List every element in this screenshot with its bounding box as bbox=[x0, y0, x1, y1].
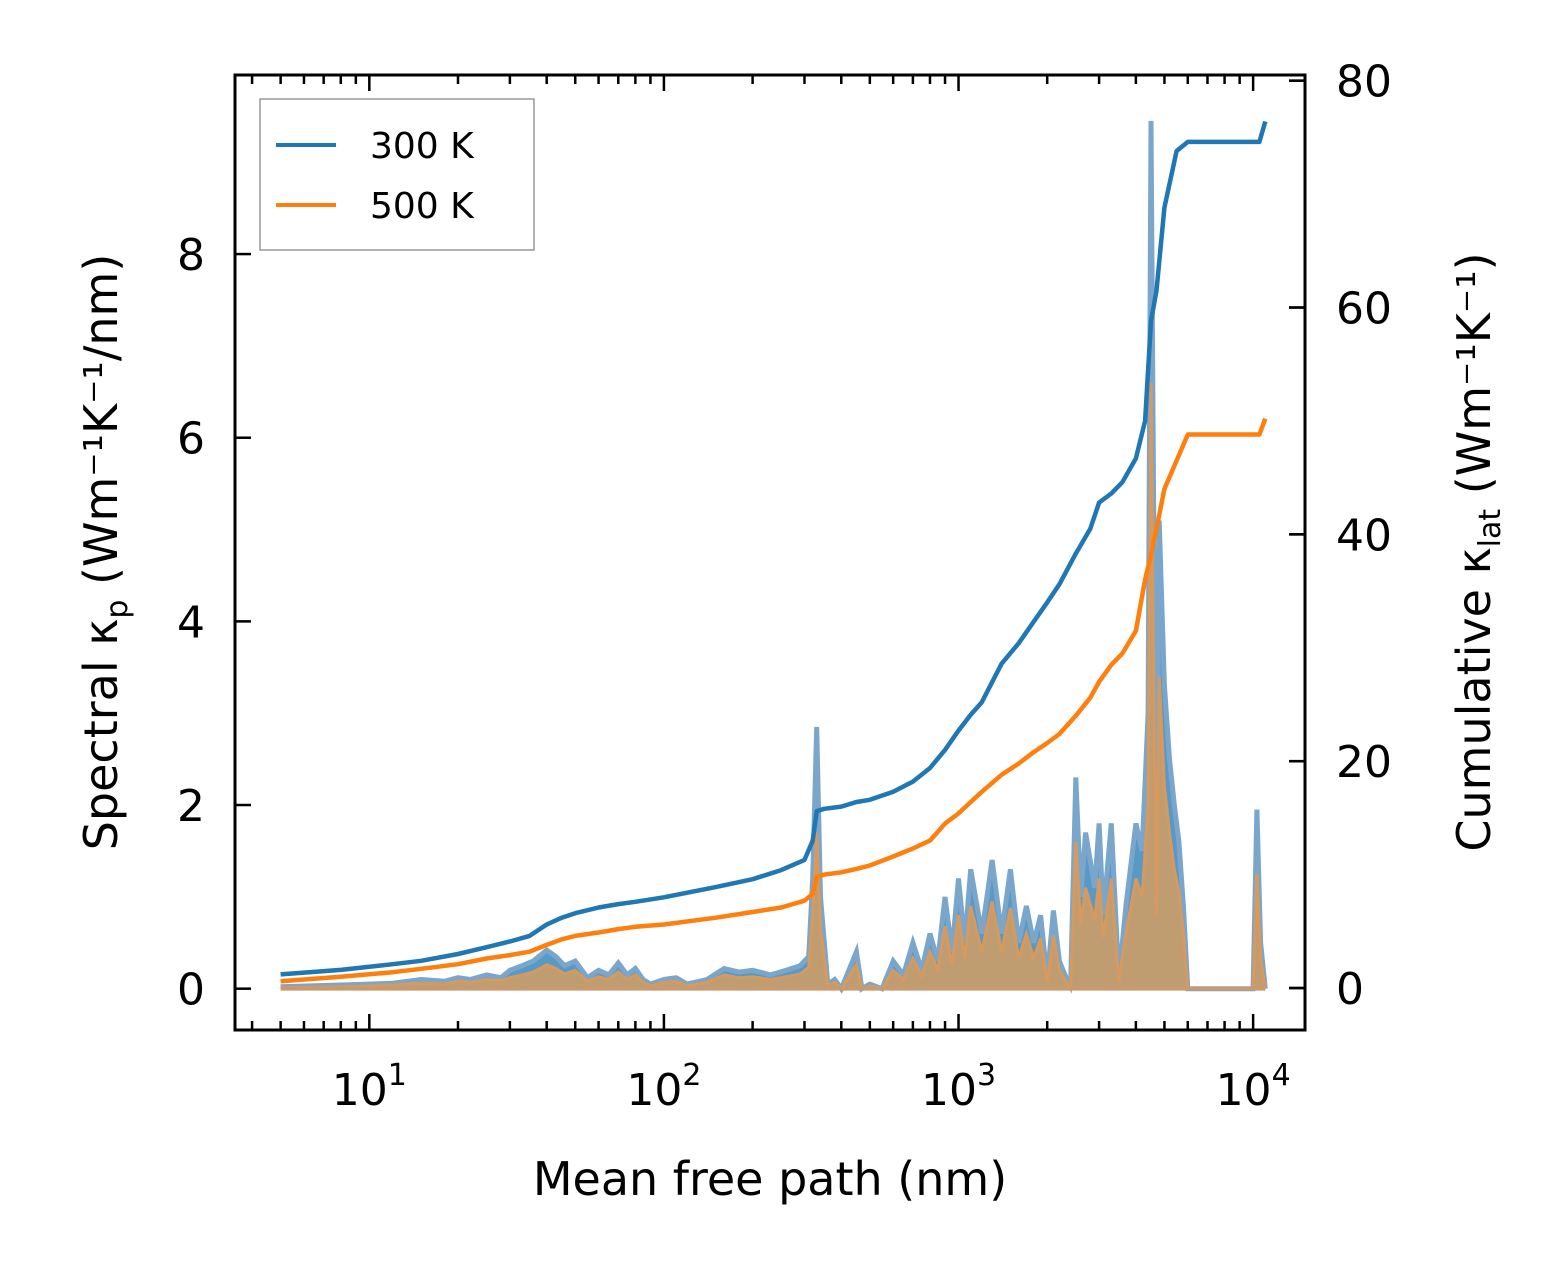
spectral-outline-300k bbox=[280, 120, 1268, 994]
legend-label-300k: 300 K bbox=[370, 126, 475, 167]
left-y-tick-label: 8 bbox=[177, 230, 205, 281]
left-y-axis-label: Spectral κp (Wm⁻¹K⁻¹/nm) bbox=[74, 254, 135, 851]
plot-frame bbox=[233, 73, 1307, 1032]
legend-box bbox=[259, 98, 535, 251]
left-y-tick-label: 4 bbox=[177, 597, 205, 648]
spectral-area-500k bbox=[280, 382, 1266, 989]
left-y-tick-label: 2 bbox=[177, 781, 205, 832]
right-y-tick-label: 40 bbox=[1336, 510, 1392, 561]
x-axis-label: Mean free path (nm) bbox=[533, 1152, 1007, 1206]
x-tick-label: 103 bbox=[921, 1058, 996, 1116]
right-y-tick-label: 20 bbox=[1336, 737, 1392, 788]
x-tick-label: 101 bbox=[332, 1058, 407, 1116]
cumulative-line-300k bbox=[280, 120, 1268, 977]
right-y-tick-label: 60 bbox=[1336, 284, 1392, 335]
right-y-tick-label: 0 bbox=[1336, 964, 1364, 1015]
left-y-tick-label: 0 bbox=[177, 965, 205, 1016]
spectral-outline-500k bbox=[280, 382, 1267, 994]
x-tick-label: 104 bbox=[1216, 1058, 1291, 1116]
x-tick-label: 102 bbox=[626, 1058, 701, 1116]
cumulative-line-500k bbox=[280, 417, 1268, 984]
legend-label-500k: 500 K bbox=[370, 186, 475, 227]
right-y-axis-label: Cumulative κlat (Wm⁻¹K⁻¹) bbox=[1447, 252, 1508, 851]
left-y-tick-label: 6 bbox=[177, 414, 205, 465]
legend: 300 K 500 K bbox=[259, 98, 535, 251]
right-y-tick-label: 80 bbox=[1336, 57, 1392, 108]
